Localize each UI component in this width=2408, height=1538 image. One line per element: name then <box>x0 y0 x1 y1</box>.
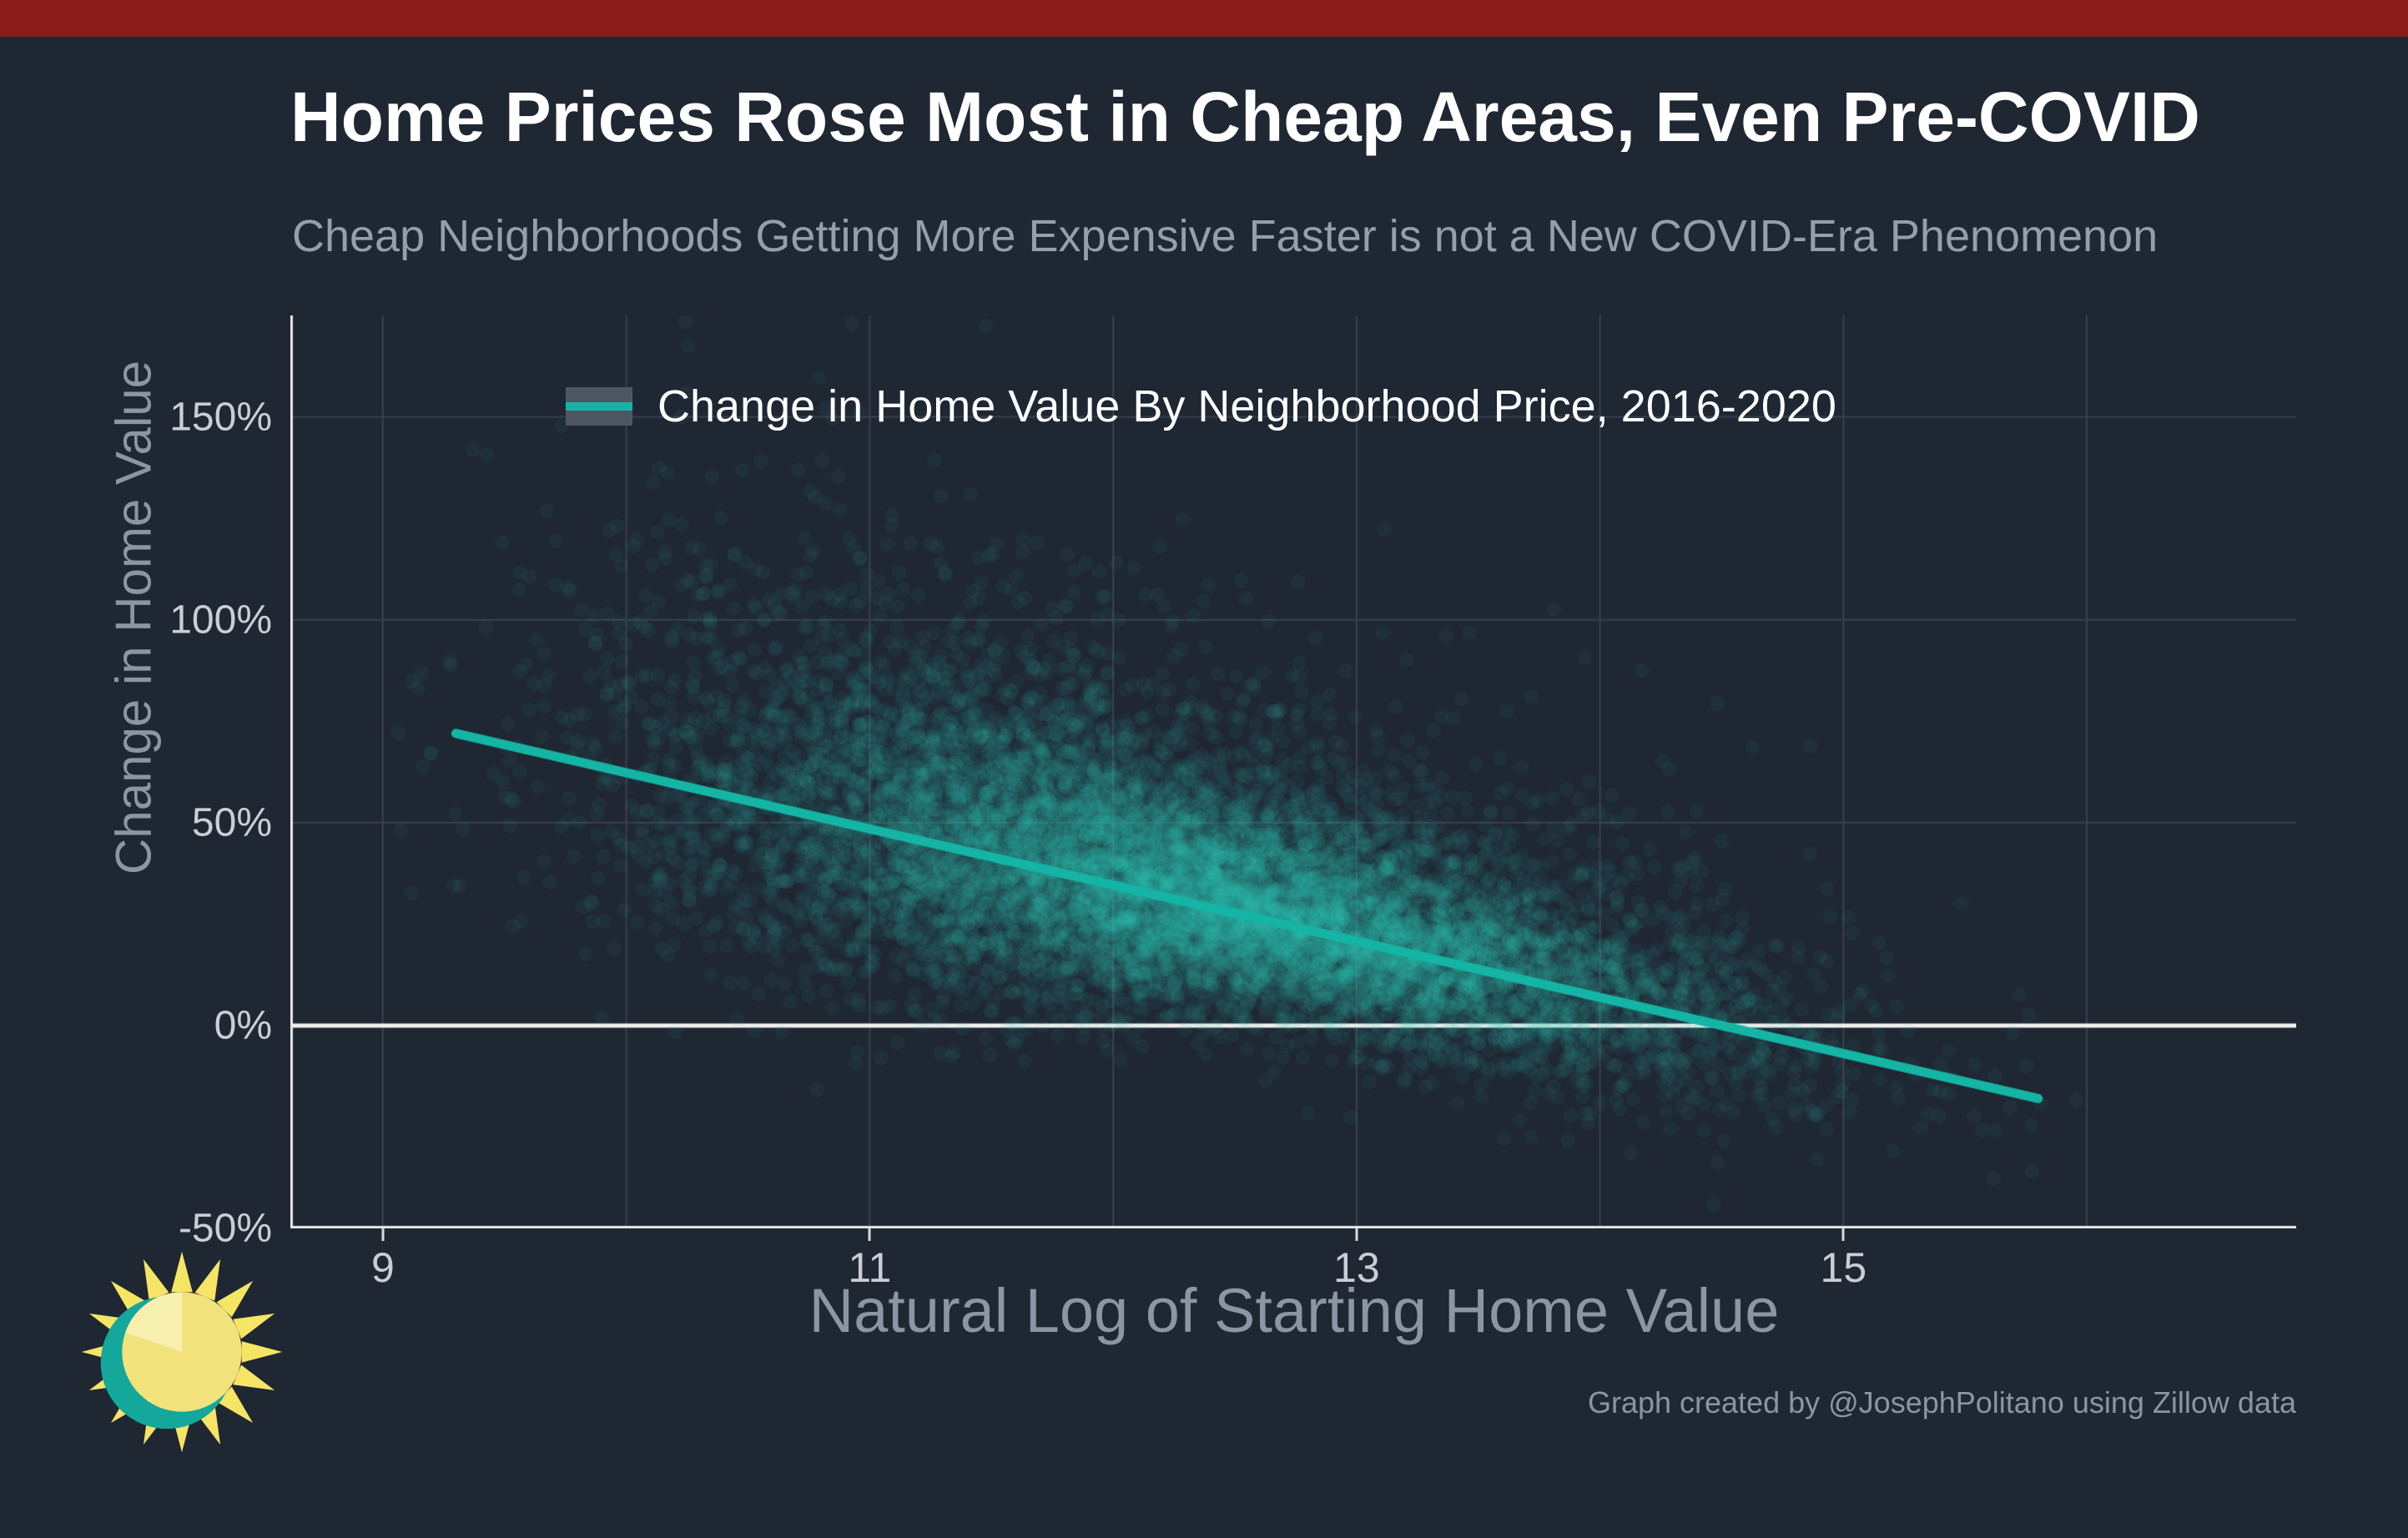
x-tick-mark <box>381 1228 385 1241</box>
y-tick-label: 0% <box>214 1003 272 1048</box>
x-tick-mark <box>1841 1228 1845 1241</box>
x-tick-mark <box>868 1228 871 1241</box>
y-tick-label: -50% <box>178 1206 272 1251</box>
y-tick-label: 100% <box>169 598 272 643</box>
sun-highlight-wedge <box>125 1292 182 1352</box>
plot-area: Change in Home Value By Neighborhood Pri… <box>169 315 2296 1291</box>
y-tick-label: 50% <box>191 800 272 845</box>
x-axis-title: Natural Log of Starting Home Value <box>809 1276 1780 1345</box>
page-subtitle: Cheap Neighborhoods Getting More Expensi… <box>292 211 2159 261</box>
x-tick-mark <box>1355 1228 1358 1241</box>
legend: Change in Home Value By Neighborhood Pri… <box>566 381 1836 432</box>
page-title: Home Prices Rose Most in Cheap Areas, Ev… <box>290 78 2200 156</box>
attribution: Graph created by @JosephPolitano using Z… <box>1587 1385 2296 1419</box>
x-tick-label: 15 <box>1820 1244 1867 1291</box>
x-tick-label: 13 <box>1333 1244 1380 1291</box>
x-tick-label: 11 <box>848 1244 892 1291</box>
sun-logo <box>81 1251 283 1453</box>
y-axis-title: Change in Home Value <box>105 361 162 875</box>
scatter-plot-canvas <box>290 315 2296 1228</box>
legend-label: Change in Home Value By Neighborhood Pri… <box>657 381 1836 431</box>
top-strip <box>0 0 2408 37</box>
legend-key <box>566 387 632 426</box>
legend-line-swatch <box>566 402 632 411</box>
x-tick-label: 9 <box>370 1244 395 1291</box>
y-tick-label: 150% <box>169 395 272 440</box>
